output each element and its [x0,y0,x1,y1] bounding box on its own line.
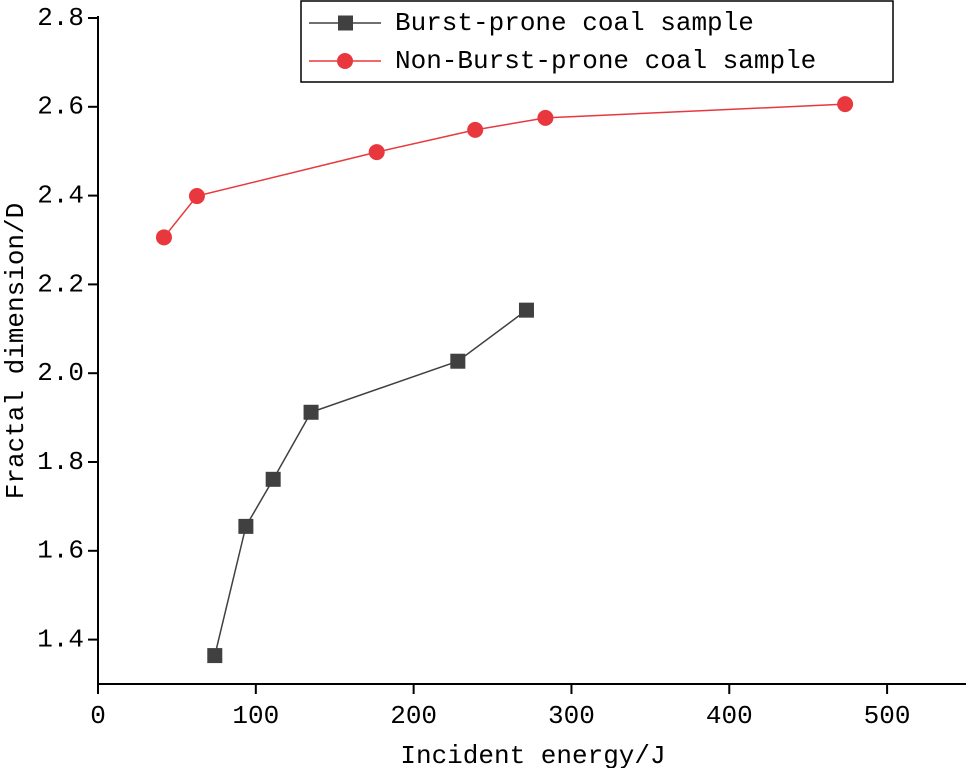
x-tick-label: 500 [864,701,911,731]
marker [368,144,385,161]
marker [188,188,205,205]
series-line [214,309,527,656]
legend-marker [337,53,353,69]
x-tick-label: 200 [390,701,437,731]
y-tick-label: 2.8 [37,3,84,33]
y-tick-label: 1.8 [37,447,84,477]
y-tick-label: 1.6 [37,536,84,566]
marker [155,229,172,246]
x-tick-label: 400 [706,701,753,731]
x-axis-label: Incident energy/J [400,741,665,768]
y-axis-label: Fractal dimension/D [1,203,31,499]
marker [265,471,281,487]
x-tick-label: 100 [232,701,279,731]
legend-label: Burst-prone coal sample [395,8,754,38]
legend-box [300,0,894,83]
x-tick-label: 300 [548,701,595,731]
marker [518,302,534,318]
y-tick-label: 2.4 [37,180,84,210]
marker [238,518,254,534]
x-tick-label: 0 [90,701,106,731]
y-tick-label: 2.0 [37,358,84,388]
marker [837,96,854,113]
series-line [163,103,846,238]
legend-marker [338,15,353,31]
marker [450,353,466,369]
y-tick-label: 1.4 [37,624,84,654]
y-tick-label: 2.6 [37,92,84,122]
marker [537,109,554,126]
marker [467,121,484,138]
marker [303,404,319,420]
marker [207,648,223,664]
legend-label: Non-Burst-prone coal sample [395,46,816,76]
y-tick-label: 2.2 [37,269,84,299]
